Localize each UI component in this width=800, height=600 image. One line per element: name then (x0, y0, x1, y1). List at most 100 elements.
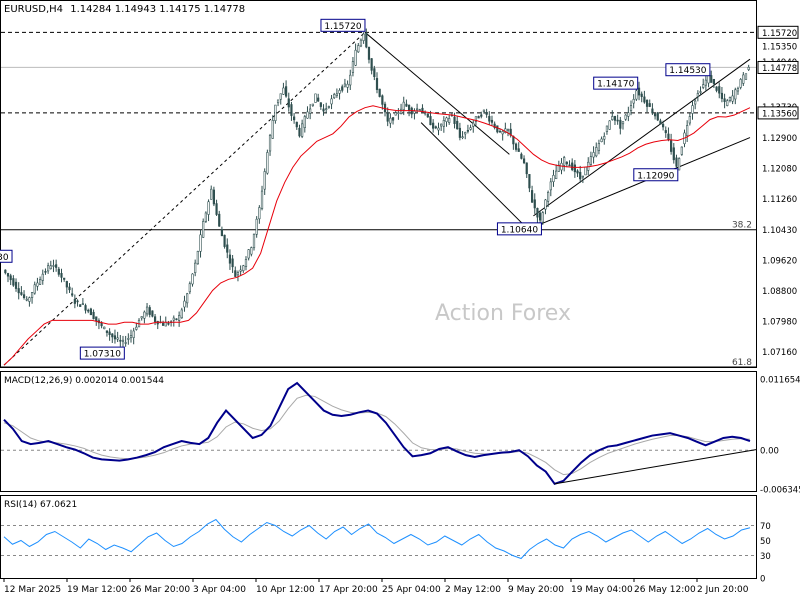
candle-body (242, 265, 245, 271)
candle-body (407, 104, 411, 112)
candle-body (373, 68, 376, 78)
candle-body (662, 123, 665, 128)
candle-body (571, 162, 574, 171)
candle-body (399, 108, 403, 114)
candle-body (9, 275, 12, 281)
candle-body (111, 333, 114, 338)
candle-body (349, 74, 352, 86)
candle-body (597, 143, 601, 151)
candle-body (739, 79, 742, 88)
candle-body (362, 33, 365, 41)
x-axis-label: 26 May 12:00 (634, 585, 696, 595)
candle-body (391, 117, 395, 121)
price-annotation-label: 1.10640 (501, 225, 538, 235)
candle-body (715, 86, 718, 91)
candle-body (127, 338, 130, 340)
candle-body (672, 147, 675, 161)
candle-body (301, 123, 304, 137)
macd-axis-label: 0.00 (760, 447, 779, 457)
candle-body (616, 119, 619, 122)
price-axis-label: 1.15720 (762, 29, 797, 39)
price-annotation-box (593, 76, 639, 90)
candle-body (656, 112, 659, 121)
candle-body (79, 304, 82, 307)
candle-body (49, 265, 52, 270)
candle-body (25, 298, 28, 301)
price-axis-label: 1.13560 (762, 109, 797, 119)
fib-label: 61.8 (732, 358, 752, 368)
candle-body (303, 116, 306, 128)
candle-body (565, 161, 568, 165)
price-annotation-label: 1.09530 (0, 253, 9, 263)
candle-body (47, 265, 50, 272)
candle-body (151, 310, 154, 317)
candle-body (736, 88, 740, 92)
candle-body (65, 281, 68, 288)
candle-body (653, 113, 657, 117)
candle-body (493, 123, 496, 128)
price-axis-label: 1.11260 (762, 195, 797, 205)
candle-body (416, 108, 419, 111)
candle-body (92, 311, 95, 320)
candle-body (595, 147, 598, 157)
candle-body (445, 117, 448, 122)
candle-body (298, 127, 301, 137)
candle-body (290, 104, 293, 116)
candle-body (402, 101, 405, 110)
candle-body (81, 303, 84, 306)
candle-body (319, 102, 322, 107)
candle-body (498, 130, 502, 133)
candle-body (563, 157, 566, 166)
candle-body (581, 175, 584, 178)
candle-body (282, 87, 285, 95)
macd-trend-line (554, 449, 757, 485)
candle-body (605, 125, 609, 132)
candle-body (105, 330, 109, 333)
trend-line (3, 31, 366, 366)
candle-body (228, 254, 232, 264)
candle-body (678, 158, 681, 171)
candle-body (113, 335, 117, 340)
candle-body (461, 136, 464, 138)
candle-body (579, 171, 582, 180)
candle-body (600, 138, 603, 143)
candle-body (477, 116, 480, 119)
candle-body (76, 300, 79, 303)
candle-body (381, 95, 384, 105)
candle-body (742, 74, 745, 84)
candle-body (365, 32, 368, 48)
candle-body (121, 339, 125, 342)
candle-body (696, 93, 699, 97)
candle-body (710, 75, 713, 83)
candle-body (295, 121, 298, 128)
candle-body (95, 316, 98, 322)
candle-body (664, 130, 667, 134)
candle-body (167, 322, 170, 325)
candle-body (314, 93, 317, 103)
price-annotation-label: 1.14170 (597, 80, 634, 90)
candle-body (645, 100, 649, 107)
candle-body (244, 259, 248, 268)
candle-body (386, 113, 389, 122)
candle-body (648, 103, 651, 107)
candle-body (30, 292, 34, 298)
chart-header: EURUSD,H4 1.14284 1.14943 1.14175 1.1477… (4, 4, 245, 15)
candle-body (731, 95, 734, 102)
candle-body (84, 305, 87, 311)
price-annotation-box (320, 18, 366, 32)
candle-body (530, 190, 534, 203)
candle-body (124, 342, 127, 344)
candle-body (686, 125, 689, 137)
x-axis-label: 3 Apr 04:00 (193, 585, 246, 595)
candle-body (63, 277, 66, 280)
candle-body (330, 98, 333, 105)
candle-body (432, 122, 435, 129)
candle-body (603, 136, 606, 140)
candle-body (619, 119, 622, 129)
candle-body (12, 278, 15, 286)
candle-body (547, 191, 550, 202)
candle-body (549, 181, 552, 191)
candle-body (14, 281, 18, 289)
candle-body (164, 321, 167, 327)
candle-body (341, 86, 344, 91)
